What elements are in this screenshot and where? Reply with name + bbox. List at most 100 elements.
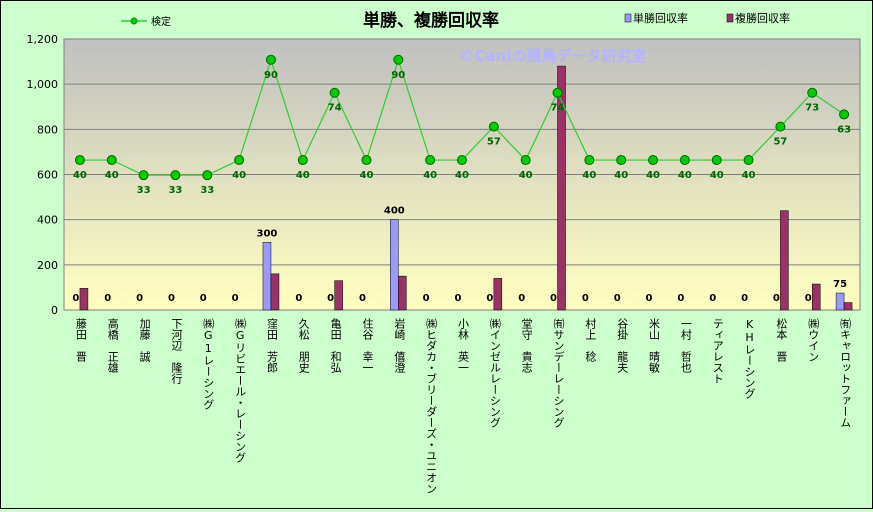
line-point <box>106 155 117 166</box>
line-value-label: 40 <box>742 170 756 181</box>
legend-bar2-swatch <box>726 13 734 23</box>
bar-place <box>557 65 566 311</box>
line-point <box>711 155 722 166</box>
x-category-label: 加藤 誠 <box>138 318 151 363</box>
line-point <box>679 155 690 166</box>
chart-title: 単勝、複勝回収率 <box>363 10 499 31</box>
legend-line-label: 検定 <box>151 15 171 28</box>
line-value-label: 40 <box>73 170 87 181</box>
x-category-label: ㈱ウイン <box>807 318 820 362</box>
x-category-label: 藤田 晋 <box>74 318 87 363</box>
bar-win-value-label: 0 <box>646 293 653 304</box>
line-point <box>170 170 181 181</box>
line-value-label: 73 <box>805 103 819 114</box>
watermark: ©Caniの競馬データ研究室 <box>460 47 647 65</box>
x-category-label: 高橋 正雄 <box>106 317 119 373</box>
bar-win-value-label: 0 <box>136 293 143 304</box>
line-point <box>807 87 818 98</box>
bar-win-value-label: 0 <box>582 293 589 304</box>
line-point <box>297 155 308 166</box>
bar-win-value-label: 0 <box>72 293 79 304</box>
data-labels: 0 0 0 0 0 0 300 0 0 0 400 0 0 0 0 0 0 0 0 0 0 0 0 0 75 40 40 33 33 33… <box>72 70 851 304</box>
bar-win-value-label: 0 <box>232 293 239 304</box>
line-point <box>425 155 436 166</box>
y-tick-label: 400 <box>37 214 58 227</box>
bar-win-value-label: 0 <box>200 293 207 304</box>
bar-win <box>390 219 399 311</box>
x-category-label: 松本 晋 <box>775 317 788 363</box>
line-point <box>648 155 659 166</box>
x-category-label: ㈲キャロットファーム <box>839 318 852 428</box>
x-category-label: 下河辺 隆行 <box>170 318 183 385</box>
line-point <box>361 155 372 166</box>
line-value-label: 40 <box>710 170 724 181</box>
line-point <box>265 54 276 65</box>
line-value-label: 40 <box>296 170 310 181</box>
legend-line-marker <box>130 17 138 25</box>
legend-bar2-label: 複勝回収率 <box>735 11 790 25</box>
y-tick-label: 200 <box>37 259 58 272</box>
x-category-label: 窪田 芳郎 <box>265 317 278 373</box>
bar-win-value-label: 0 <box>168 293 175 304</box>
x-category-label: 堂守 貴志 <box>520 318 533 373</box>
bar-win-value-label: 0 <box>518 293 525 304</box>
bar-win-value-label: 75 <box>833 279 847 290</box>
legend-bar1-label: 単勝回収率 <box>633 11 688 25</box>
line-value-label: 40 <box>678 170 692 181</box>
x-category-label: 村上 稔 <box>584 317 597 363</box>
bar-win-value-label: 0 <box>104 293 111 304</box>
line-value-label: 40 <box>455 170 469 181</box>
y-tick-label: 600 <box>37 169 58 182</box>
line-value-label: 63 <box>837 124 851 135</box>
x-category-label: 住谷 幸一 <box>361 317 374 373</box>
line-point <box>616 155 627 166</box>
x-axis: 藤田 晋 高橋 正雄 加藤 誠 下河辺 隆行 ㈱G1レーシング ㈱Gリビエール・レーシング… <box>74 317 851 494</box>
x-category-label: KHレーシング <box>743 318 756 399</box>
x-category-label: ㈲サンデーレーシング <box>552 318 565 428</box>
line-value-label: 33 <box>168 185 182 196</box>
line-value-label: 40 <box>646 170 660 181</box>
bar-place <box>79 288 89 311</box>
line-value-label: 40 <box>519 170 533 181</box>
line-point <box>839 109 850 120</box>
x-category-label: 一村 哲也 <box>679 318 692 373</box>
line-point <box>234 155 245 166</box>
gridlines <box>64 38 860 266</box>
line-value-label: 74 <box>551 103 565 114</box>
line-point <box>743 155 754 166</box>
bar-win-value-label: 0 <box>614 293 621 304</box>
line-point <box>74 155 85 166</box>
line-value-label: 40 <box>614 170 628 181</box>
x-category-label: 久松 朋史 <box>297 318 310 374</box>
bar-place <box>334 280 343 311</box>
bar-win-value-label: 0 <box>709 293 716 304</box>
x-category-label: ティアレスト <box>711 318 724 384</box>
x-category-label: 米山 晴敏 <box>648 318 661 374</box>
bar-win-value-label: 0 <box>295 293 302 304</box>
x-category-label: 谷掛 龍夫 <box>616 318 629 374</box>
bar-win-value-label: 0 <box>741 293 748 304</box>
line-point <box>520 155 531 166</box>
line-point <box>138 170 149 181</box>
x-category-label: 亀田 和弘 <box>329 317 342 373</box>
bar-win-value-label: 300 <box>257 228 278 239</box>
line-value-label: 74 <box>328 103 342 114</box>
bar-win-value-label: 0 <box>359 293 366 304</box>
bar-win-value-label: 400 <box>384 206 405 217</box>
bar-place <box>843 302 853 311</box>
bar-place <box>398 275 407 311</box>
bar-win-value-label: 0 <box>327 293 334 304</box>
legend-bar1-swatch <box>624 13 632 23</box>
x-category-label: ㈱ヒダカ・ブリーダーズ・ユニオン <box>425 318 438 494</box>
line-value-label: 40 <box>232 170 246 181</box>
y-axis: 0 200 400 600 800 1,000 1,200 <box>27 33 59 317</box>
line-value-label: 40 <box>423 170 437 181</box>
bar-win <box>835 292 845 311</box>
line-point <box>584 155 595 166</box>
y-tick-label: 0 <box>51 304 58 317</box>
line-value-label: 90 <box>264 70 278 81</box>
bars <box>79 65 853 311</box>
line-point <box>488 121 499 132</box>
bar-place <box>811 283 821 311</box>
